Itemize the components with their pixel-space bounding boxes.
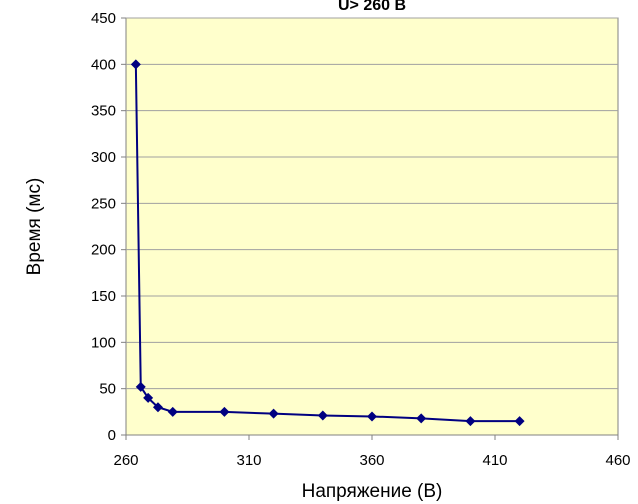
data-point-0-5 <box>219 406 230 417</box>
data-point-0-4 <box>167 406 178 417</box>
y-axis-title: Время (мс) <box>24 178 45 276</box>
y-tick-label-350: 350 <box>91 103 116 120</box>
y-tick-label-400: 400 <box>91 56 116 73</box>
data-point-0-9 <box>416 413 427 424</box>
y-tick-label-100: 100 <box>91 334 116 351</box>
data-point-0-11 <box>514 416 525 427</box>
x-axis-title: Напряжение (В) <box>302 481 443 502</box>
x-tick-label-360: 360 <box>359 452 384 469</box>
axes <box>121 17 619 440</box>
y-tick-label-250: 250 <box>91 195 116 212</box>
data-point-0-6 <box>268 408 279 419</box>
data-point-0-8 <box>367 411 377 422</box>
plot-area <box>125 17 619 436</box>
data-point-0-3 <box>152 402 163 413</box>
tick-labels: 0 50 100 150 200 250 300 350 400 450 260 310 360 410 4… <box>91 10 631 469</box>
chart-title: U> 260 В <box>338 0 406 14</box>
data-point-0-1 <box>135 381 146 392</box>
y-tick-label-300: 300 <box>91 149 116 166</box>
data-point-0-2 <box>143 392 154 403</box>
series-group <box>130 59 525 427</box>
gridlines <box>126 17 618 390</box>
y-tick-label-50: 50 <box>99 381 116 398</box>
y-tick-label-0: 0 <box>108 427 116 444</box>
x-tick-label-310: 310 <box>236 452 261 469</box>
x-tick-label-460: 460 <box>605 452 630 469</box>
x-tick-label-410: 410 <box>482 452 507 469</box>
y-tick-label-200: 200 <box>91 242 116 259</box>
y-tick-label-450: 450 <box>91 10 116 27</box>
data-point-0-10 <box>465 416 476 427</box>
y-tick-label-150: 150 <box>91 288 116 305</box>
data-point-0-7 <box>317 410 328 421</box>
data-point-0-0 <box>130 59 141 70</box>
x-tick-label-260: 260 <box>113 452 138 469</box>
